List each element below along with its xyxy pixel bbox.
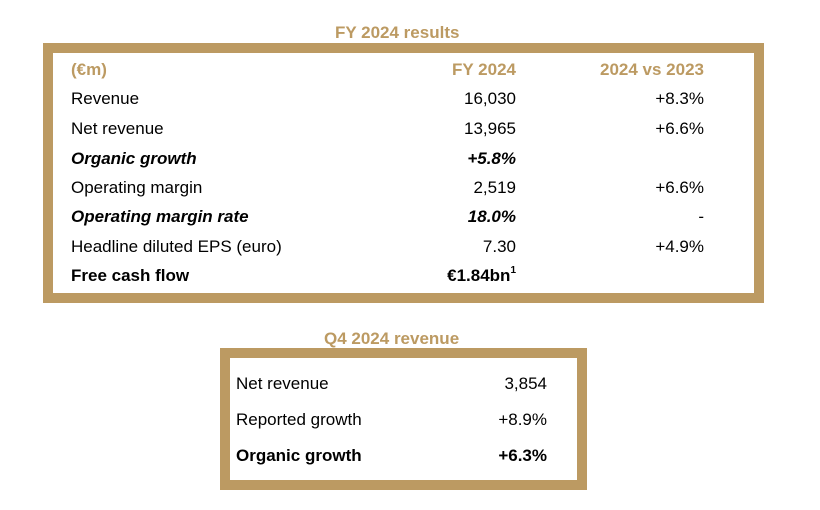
row-label: Net revenue (71, 119, 164, 138)
table-row-organic-growth: Organic growth +5.8% (53, 147, 754, 171)
row-label: Operating margin (71, 178, 203, 197)
row-label: Organic growth (71, 149, 197, 168)
table-row-net-revenue: Net revenue 13,965 +6.6% (53, 117, 754, 141)
row-label: Operating margin rate (71, 207, 249, 226)
row-value: 3,854 (504, 374, 547, 393)
table-row-revenue: Revenue 16,030 +8.3% (53, 87, 754, 111)
q4-revenue-table: Net revenue 3,854 Reported growth +8.9% … (220, 348, 587, 490)
row-label: Revenue (71, 89, 140, 108)
row-label: Organic growth (236, 446, 362, 465)
row-label: Headline diluted EPS (euro) (71, 237, 282, 256)
q4-revenue-title: Q4 2024 revenue (324, 329, 460, 348)
row-vs-value: +6.6% (655, 178, 704, 197)
row-fy-value: 2,519 (473, 178, 516, 197)
row-label: Free cash flow (71, 266, 190, 285)
table-row-headline-eps: Headline diluted EPS (euro) 7.30 +4.9% (53, 235, 754, 259)
row-label: Net revenue (236, 374, 329, 393)
header-fy-2024: FY 2024 (452, 60, 516, 79)
row-vs-value: +8.3% (655, 89, 704, 108)
header-2024-vs-2023: 2024 vs 2023 (600, 60, 704, 79)
row-vs-value: +6.6% (655, 119, 704, 138)
fy-results-title: FY 2024 results (335, 23, 460, 42)
fy-results-table: (€m) FY 2024 2024 vs 2023 Revenue 16,030… (43, 43, 764, 303)
row-value: +6.3% (498, 446, 547, 465)
table-row-q4-organic-growth: Organic growth +6.3% (230, 444, 577, 468)
row-fy-value: 16,030 (464, 89, 516, 108)
header-unit-label: (€m) (71, 60, 107, 79)
row-label: Reported growth (236, 410, 362, 429)
free-cash-flow-value: €1.84bn (447, 266, 511, 285)
row-value: +8.9% (498, 410, 547, 429)
table-row-q4-net-revenue: Net revenue 3,854 (230, 372, 577, 396)
row-fy-value: €1.84bn1 (447, 264, 516, 288)
table-row-operating-margin: Operating margin 2,519 +6.6% (53, 176, 754, 200)
row-fy-value: +5.8% (467, 149, 516, 168)
row-vs-value: +4.9% (655, 237, 704, 256)
fy-header-row: (€m) FY 2024 2024 vs 2023 (53, 58, 754, 82)
table-row-q4-reported-growth: Reported growth +8.9% (230, 408, 577, 432)
table-row-operating-margin-rate: Operating margin rate 18.0% - (53, 205, 754, 229)
row-fy-value: 7.30 (482, 237, 516, 256)
footnote-marker: 1 (510, 265, 516, 277)
table-row-free-cash-flow: Free cash flow €1.84bn1 (53, 264, 754, 288)
row-vs-value: - (698, 207, 704, 226)
row-fy-value: 13,965 (464, 119, 516, 138)
row-fy-value: 18.0% (467, 207, 516, 226)
